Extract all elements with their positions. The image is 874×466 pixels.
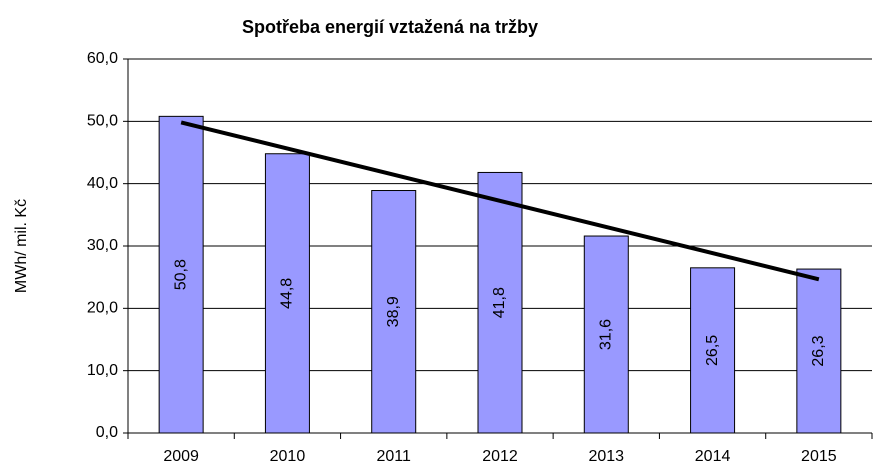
x-tick-label: 2013 — [588, 448, 624, 465]
x-tick-label: 2011 — [377, 448, 412, 465]
y-axis-label: MWh/ mil. Kč — [13, 199, 30, 293]
data-label: 38,9 — [385, 296, 402, 327]
data-label: 26,5 — [704, 335, 721, 366]
y-tick-label: 40,0 — [87, 175, 118, 192]
y-tick-label: 20,0 — [87, 300, 118, 317]
data-label: 50,8 — [172, 259, 189, 290]
data-label: 44,8 — [279, 278, 296, 309]
trendline — [180, 120, 820, 282]
y-tick-label: 0,0 — [96, 424, 118, 441]
y-tick-label: 30,0 — [87, 237, 118, 254]
data-label: 26,3 — [810, 335, 827, 366]
y-tick-label: 50,0 — [87, 113, 118, 130]
bar — [158, 115, 204, 434]
x-tick-label: 2012 — [482, 448, 518, 465]
bar — [796, 268, 842, 434]
bar — [371, 190, 417, 434]
bar — [583, 235, 629, 434]
bar — [690, 267, 736, 434]
y-tick-label: 10,0 — [87, 362, 118, 379]
x-tick-label: 2010 — [270, 448, 306, 465]
x-tick-label: 2015 — [801, 448, 837, 465]
data-label: 31,6 — [598, 319, 615, 350]
bar — [477, 171, 523, 434]
y-tick-label: 60,0 — [87, 50, 118, 67]
x-tick-label: 2014 — [695, 448, 731, 465]
x-tick-label: 2009 — [163, 448, 199, 465]
data-label: 41,8 — [491, 287, 508, 318]
chart-title: Spotřeba energií vztažená na tržby — [242, 17, 538, 37]
bar — [264, 153, 310, 434]
